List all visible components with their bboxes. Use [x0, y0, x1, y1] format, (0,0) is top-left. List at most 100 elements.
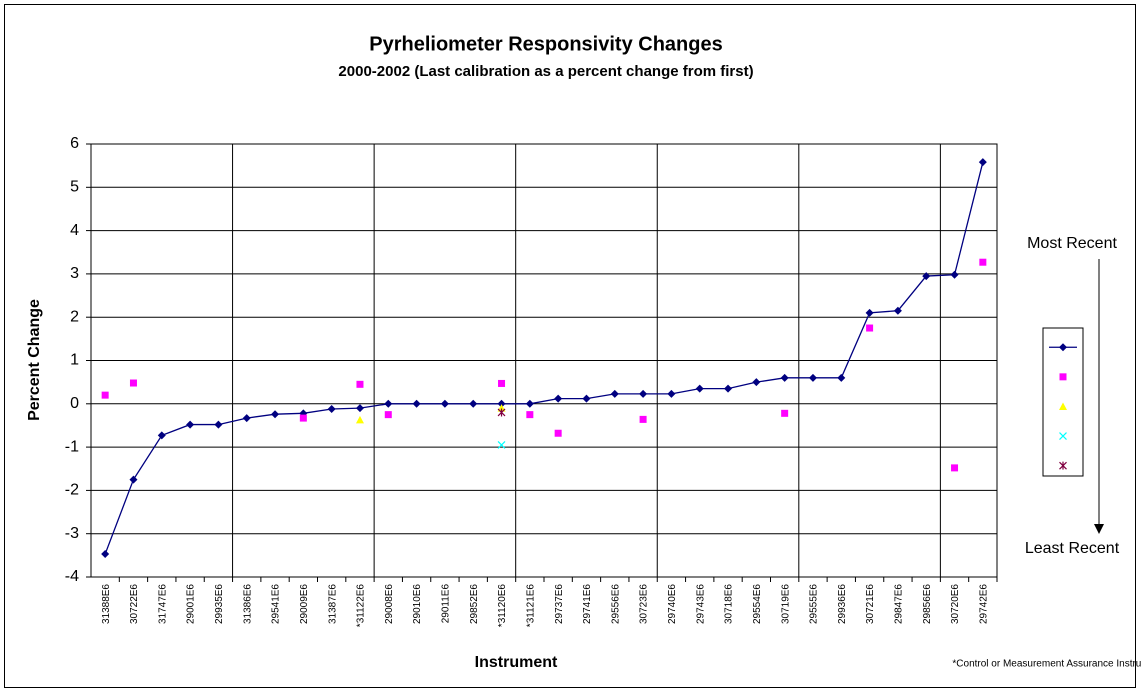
- data-point: [214, 420, 223, 429]
- y-tick-label: -2: [65, 482, 79, 499]
- data-point: [724, 384, 733, 393]
- data-point: [951, 464, 959, 472]
- x-tick-label: 30719E6: [780, 584, 791, 624]
- x-tick-label: 29737E6: [554, 584, 565, 624]
- data-point: [639, 415, 647, 423]
- data-point: [837, 373, 846, 382]
- data-point: [978, 158, 987, 167]
- x-tick-label: 29852E6: [469, 584, 480, 624]
- x-tick-label: *31121E6: [525, 584, 536, 628]
- data-point: [157, 431, 166, 440]
- y-tick-label: -3: [65, 525, 79, 542]
- data-point: [271, 410, 280, 419]
- x-tick-label: 31747E6: [157, 584, 168, 624]
- data-point: [355, 415, 364, 424]
- legend-marker: [1059, 432, 1067, 440]
- arrow-head: [1094, 524, 1104, 534]
- chart-title: Pyrheliometer Responsivity Changes: [369, 33, 722, 55]
- x-tick-label: 29847E6: [894, 584, 905, 624]
- x-tick-label: 29856E6: [922, 584, 933, 624]
- data-point: [582, 394, 591, 403]
- annotation: Least Recent: [1025, 540, 1120, 557]
- x-tick-label: 30721E6: [865, 584, 876, 624]
- data-point: [950, 270, 959, 279]
- x-tick-label: 31388E6: [101, 584, 112, 624]
- x-tick-label: 30722E6: [129, 584, 140, 624]
- x-tick-label: 31386E6: [242, 584, 253, 624]
- x-axis-label: Instrument: [475, 654, 558, 671]
- legend-marker: [1059, 343, 1067, 352]
- data-point: [979, 258, 987, 266]
- data-point: [780, 373, 789, 382]
- x-tick-label: 29010E6: [412, 584, 423, 624]
- data-point: [299, 414, 307, 422]
- series-line: [104, 162, 984, 555]
- data-point: [384, 411, 392, 419]
- x-tick-label: 29541E6: [271, 584, 282, 624]
- x-tick-label: 29555E6: [809, 584, 820, 624]
- data-point: [129, 379, 137, 387]
- x-tick-label: 29936E6: [837, 584, 848, 624]
- data-point: [781, 409, 789, 417]
- y-tick-label: 2: [70, 308, 79, 325]
- x-tick-label: *31122E6: [356, 584, 367, 628]
- footnote: *Control or Measurement Assurance Instru…: [952, 659, 1141, 670]
- data-point: [610, 389, 619, 398]
- data-point: [554, 429, 562, 437]
- data-point: [497, 399, 506, 408]
- x-tick-label: 30720E6: [950, 584, 961, 624]
- y-tick-label: -1: [65, 438, 79, 455]
- data-point: [186, 420, 195, 429]
- data-point: [469, 399, 478, 408]
- y-tick-label: 0: [70, 395, 79, 412]
- data-point: [866, 324, 874, 332]
- data-point: [242, 414, 251, 423]
- y-tick-label: 3: [70, 265, 79, 282]
- data-point: [893, 306, 902, 315]
- data-point: [808, 373, 817, 382]
- y-tick-label: 5: [70, 179, 79, 196]
- x-tick-label: 29742E6: [978, 584, 989, 624]
- data-point: [922, 272, 931, 281]
- data-point: [639, 389, 648, 398]
- x-tick-label: 29554E6: [752, 584, 763, 624]
- data-point: [554, 394, 563, 403]
- x-tick-label: 29008E6: [384, 584, 395, 624]
- data-point: [355, 404, 364, 413]
- x-tick-label: 29556E6: [610, 584, 621, 624]
- data-point: [752, 378, 761, 387]
- x-tick-label: 31387E6: [327, 584, 338, 624]
- y-tick-label: 4: [70, 222, 79, 239]
- annotation: Most Recent: [1027, 235, 1117, 252]
- x-tick-label: 29009E6: [299, 584, 310, 624]
- x-tick-label: 29740E6: [667, 584, 678, 624]
- legend-marker: [1059, 373, 1067, 381]
- data-point: [667, 389, 676, 398]
- y-axis-label: Percent Change: [26, 299, 43, 421]
- x-tick-label: 29935E6: [214, 584, 225, 624]
- data-point: [525, 399, 534, 408]
- x-tick-label: 30718E6: [724, 584, 735, 624]
- data-point: [412, 399, 421, 408]
- legend-box: [1042, 327, 1084, 477]
- chart-subtitle: 2000-2002 (Last calibration as a percent…: [338, 63, 753, 80]
- data-point: [497, 408, 506, 417]
- data-point: [497, 441, 506, 449]
- legend-marker: [1059, 461, 1067, 470]
- data-point: [865, 308, 874, 317]
- data-point: [526, 411, 534, 419]
- x-tick-label: 29741E6: [582, 584, 593, 624]
- data-point: [440, 399, 449, 408]
- data-point: [101, 391, 109, 399]
- data-point: [129, 475, 138, 484]
- x-tick-label: 29743E6: [695, 584, 706, 624]
- x-tick-label: 30723E6: [639, 584, 650, 624]
- data-point: [498, 379, 506, 387]
- y-tick-label: 6: [70, 135, 79, 152]
- data-point: [101, 550, 110, 559]
- data-point: [356, 380, 364, 388]
- data-point: [327, 404, 336, 413]
- x-tick-label: *31120E6: [497, 584, 508, 628]
- x-tick-label: 29001E6: [186, 584, 197, 624]
